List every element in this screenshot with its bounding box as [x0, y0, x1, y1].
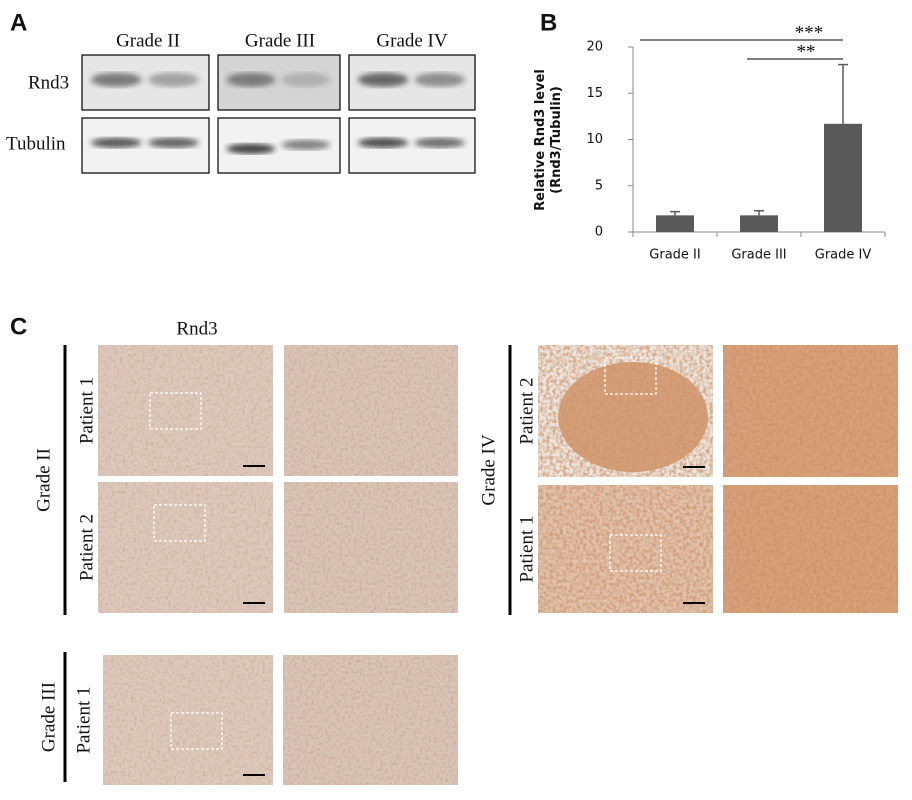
blot-band [414, 72, 465, 87]
zoom-box [609, 534, 662, 572]
blot-band [90, 72, 142, 87]
blot-band [148, 72, 199, 87]
zoom-box [149, 392, 202, 430]
row-label: Rnd3 [28, 72, 69, 93]
y-tick-label: 5 [595, 178, 603, 193]
micrograph-texture [98, 345, 273, 476]
grade-label: Grade II [33, 448, 54, 512]
y-tick-label: 0 [595, 225, 603, 240]
y-tick-label: 10 [586, 132, 603, 147]
significance-label: ** [797, 41, 816, 62]
patient-label: Patient 2 [76, 514, 97, 581]
blot-band [357, 72, 409, 87]
x-tick-label: Grade IV [815, 248, 872, 263]
blot-band [148, 137, 199, 148]
y-axis-title: Relative Rnd3 level(Rnd3/Tubulin) [533, 69, 564, 211]
micrograph-texture [284, 482, 458, 613]
micrograph-texture [98, 482, 273, 613]
grade-label: Grade IV [478, 434, 499, 505]
panel-label: B [540, 9, 557, 36]
y-axis-title-line: Relative Rnd3 level [533, 69, 548, 211]
x-tick-label: Grade II [649, 248, 700, 263]
column-label: Grade III [245, 30, 315, 51]
patient-label: Patient 1 [516, 515, 537, 582]
patient-label: Patient 1 [73, 686, 94, 753]
micrograph-texture [723, 345, 898, 477]
blot-band [281, 72, 331, 87]
stain-label: Rnd3 [176, 318, 217, 339]
blot-band [90, 137, 142, 148]
micrograph-texture [538, 485, 713, 613]
panel-label: A [10, 9, 27, 36]
patient-label: Patient 2 [516, 377, 537, 444]
y-tick-label: 15 [586, 86, 603, 101]
micrograph-texture [103, 655, 273, 785]
ihc-images: Grade II Patient 1 Patient 2 Grade IV Patien… [33, 345, 898, 785]
zoom-box [604, 357, 657, 395]
western-blots [81, 54, 476, 174]
y-tick-label: 20 [586, 40, 603, 55]
y-axis-title-line: (Rnd3/Tubulin) [549, 86, 564, 194]
bar [740, 215, 778, 232]
x-tick-label: Grade III [731, 248, 786, 263]
column-label: Grade II [116, 30, 180, 51]
blot-band [281, 139, 331, 150]
row-label: Tubulin [6, 133, 66, 154]
bar-chart: 0 5 10 15 20 Relative Rnd3 level(Rnd3/Tubulin… [533, 22, 886, 263]
column-label: Grade IV [376, 30, 447, 51]
micrograph-texture [284, 345, 458, 476]
zoom-box [170, 712, 223, 750]
zoom-box [153, 504, 206, 542]
bar [656, 215, 694, 232]
blot-band [226, 72, 276, 87]
micrograph-texture [723, 485, 898, 613]
patient-label: Patient 1 [76, 377, 97, 444]
grade-label: Grade III [38, 682, 59, 752]
bar [824, 123, 862, 232]
blot-band [414, 137, 465, 148]
blot-band [357, 137, 409, 148]
panel-label: C [10, 313, 27, 340]
micrograph-texture [538, 345, 713, 477]
micrograph-texture [283, 655, 458, 785]
blot-band [226, 143, 276, 154]
significance-label: *** [795, 22, 824, 43]
